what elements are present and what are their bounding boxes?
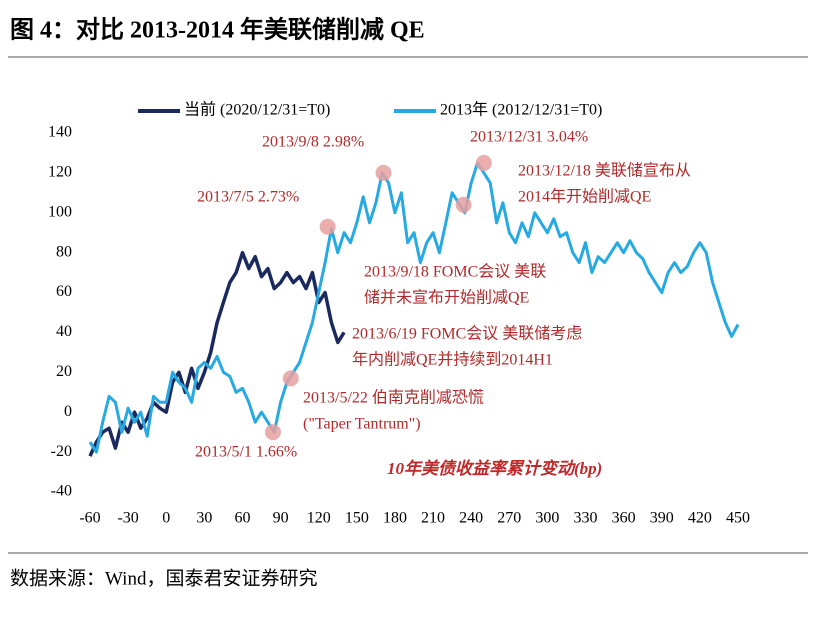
y-tick-label: 0: [64, 403, 72, 420]
annotation-text: 储并未宣布开始削减QE: [364, 289, 529, 307]
x-tick-label: 450: [726, 510, 750, 527]
y-tick-label: 60: [56, 283, 72, 300]
y-axis-label: 10年美债收益率累计变动(bp): [387, 459, 602, 478]
annotation-text: 2013/12/31 3.04%: [470, 129, 588, 146]
source-note: 数据来源：Wind，国泰君安证券研究: [10, 567, 317, 589]
legend-label: 2013年 (2012/12/31=T0): [440, 101, 602, 119]
annotation-marker: [475, 154, 492, 171]
x-tick-label: 120: [307, 510, 331, 527]
annotation-marker: [375, 164, 392, 181]
annotation-marker: [282, 370, 299, 387]
x-tick-label: 420: [688, 510, 712, 527]
annotation-marker: [264, 424, 281, 441]
annotation-marker: [455, 196, 472, 213]
y-tick-label: 140: [48, 124, 72, 141]
x-tick-label: 390: [650, 510, 674, 527]
annotation-text: 年内削减QE并持续到2014H1: [352, 351, 553, 369]
annotation-text: 2013/5/1 1.66%: [195, 444, 297, 461]
x-tick-label: 330: [574, 510, 598, 527]
legend-label: 当前 (2020/12/31=T0): [184, 101, 330, 119]
y-tick-label: 20: [56, 363, 72, 380]
y-tick-label: 120: [48, 164, 72, 181]
annotation-text: 2013/5/22 伯南克削减恐慌: [303, 389, 484, 407]
y-tick-label: -40: [51, 483, 72, 500]
x-tick-label: -30: [117, 510, 138, 527]
page-title: 图 4：对比 2013-2014 年美联储削减 QE: [10, 16, 425, 44]
annotation-marker: [319, 218, 336, 235]
annotation-text: 2013/9/18 FOMC会议 美联: [364, 263, 546, 281]
x-tick-label: 30: [196, 510, 212, 527]
x-tick-label: 210: [421, 510, 445, 527]
y-tick-label: -20: [51, 443, 72, 460]
x-tick-label: 180: [383, 510, 407, 527]
x-tick-label: 240: [459, 510, 483, 527]
x-tick-label: 300: [535, 510, 559, 527]
x-tick-label: 0: [162, 510, 170, 527]
x-tick-label: 270: [497, 510, 521, 527]
x-tick-label: 150: [345, 510, 369, 527]
y-tick-label: 100: [48, 203, 72, 220]
annotation-text: 2013/7/5 2.73%: [197, 189, 299, 206]
x-tick-label: 60: [234, 510, 250, 527]
x-tick-label: 360: [612, 510, 636, 527]
series-line: [88, 161, 740, 454]
y-tick-label: 40: [56, 323, 72, 340]
x-tick-label: -60: [79, 510, 100, 527]
annotation-text: 2013/12/18 美联储宣布从: [518, 162, 691, 180]
annotation-text: 2014年开始削减QE: [518, 188, 651, 206]
x-tick-label: 90: [273, 510, 289, 527]
annotation-text: ("Taper Tantrum"): [303, 416, 421, 433]
annotation-text: 2013/9/8 2.98%: [262, 134, 364, 151]
y-tick-label: 80: [56, 243, 72, 260]
annotation-text: 2013/6/19 FOMC会议 美联储考虑: [352, 325, 582, 343]
